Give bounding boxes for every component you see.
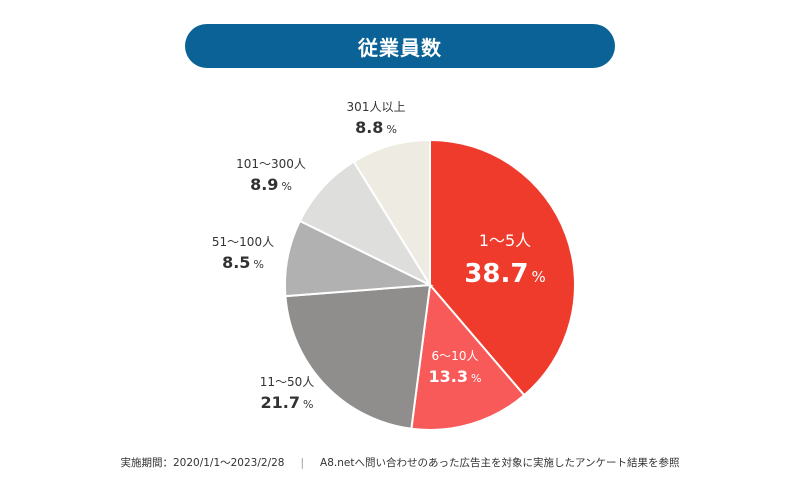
slice-label: 11〜50人 [260, 375, 315, 389]
chart-title: 従業員数 [358, 35, 442, 60]
slice-label: 301人以上 [347, 100, 406, 114]
slice-value: 8.5% [222, 253, 264, 272]
pie-slice [410, 282, 526, 431]
pie-slice [284, 283, 432, 430]
survey-period: 実施期間：2020/1/1〜2023/2/28 [120, 457, 285, 469]
slice-value: 8.8% [355, 118, 397, 137]
slice-label: 6〜10人 [432, 349, 479, 363]
pie-slice [429, 138, 576, 397]
slice-label: 51〜100人 [212, 235, 274, 249]
footer-separator: | [300, 457, 305, 469]
pie-slice [352, 138, 431, 289]
slice-value: 8.9% [250, 175, 292, 194]
chart-title-banner: 従業員数 [185, 24, 615, 68]
slice-value: 13.3% [429, 367, 482, 386]
footer-note: 実施期間：2020/1/1〜2023/2/28 | A8.netへ問い合わせのあった… [0, 455, 800, 470]
slice-label: 101〜300人 [236, 157, 306, 171]
slice-value: 38.7% [464, 259, 545, 289]
survey-source-note: A8.netへ問い合わせのあった広告主を対象に実施したアンケート結果を参照 [320, 457, 680, 469]
slice-label: 1〜5人 [479, 231, 531, 250]
pie-slice [298, 160, 433, 288]
slice-value: 21.7% [261, 393, 314, 412]
